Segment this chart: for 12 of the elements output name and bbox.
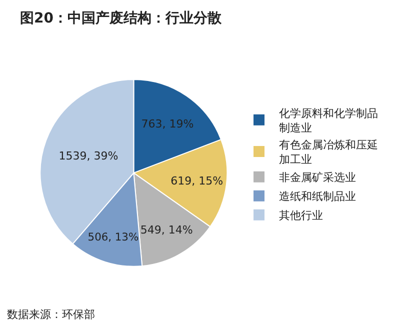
data-label: 549, 14% bbox=[140, 223, 193, 236]
source-note: 数据来源：环保部 bbox=[7, 308, 95, 321]
legend-label: 造纸和纸制品业 bbox=[279, 190, 356, 204]
data-label: 619, 15% bbox=[170, 174, 224, 188]
data-label: 763, 19% bbox=[141, 117, 194, 130]
chart-title: 图20：中国产废结构：行业分散 bbox=[20, 10, 222, 27]
data-label: 1539, 39% bbox=[58, 150, 118, 163]
legend-label: 非金属矿采选业 bbox=[279, 171, 356, 184]
legend-label: 化学原料和化学制品制造业 bbox=[279, 107, 378, 134]
data-label: 506, 13% bbox=[88, 230, 139, 244]
legend-label: 有色金属冶炼和压延加工业 bbox=[279, 138, 378, 166]
legend-label: 其他行业 bbox=[279, 209, 323, 222]
